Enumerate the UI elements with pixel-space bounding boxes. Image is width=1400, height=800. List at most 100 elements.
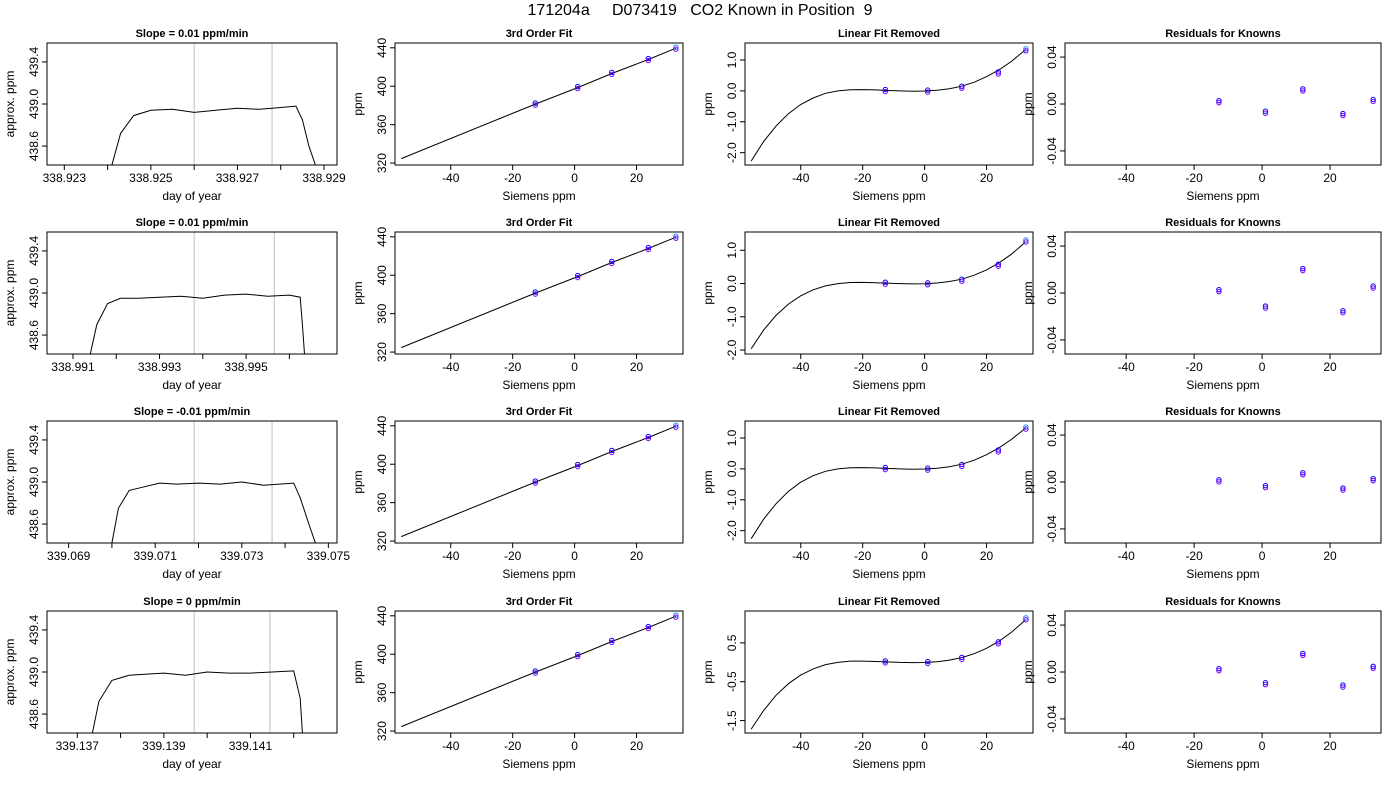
plot-frame [744, 420, 1034, 544]
chart-title: Slope = 0 ppm/min [143, 596, 241, 608]
x-axis-label: Siemens ppm [502, 757, 575, 771]
x-tick-label: 338.993 [138, 360, 182, 374]
data-point [645, 433, 652, 440]
data-point [1023, 615, 1029, 621]
data-point [1023, 426, 1029, 432]
y-tick-label: 439.0 [27, 278, 41, 308]
x-tick-label: -20 [504, 171, 522, 185]
data-point [925, 282, 931, 288]
y-tick-label: -0.5 [725, 671, 739, 692]
y-tick-label: 0.00 [1045, 281, 1059, 305]
y-tick-label: 0.00 [1045, 92, 1059, 116]
x-tick-label: -40 [1117, 739, 1135, 753]
data-point [532, 478, 538, 484]
x-tick-label: -20 [504, 360, 522, 374]
x-axis-label: Siemens ppm [852, 757, 925, 771]
y-tick-label: 320 [375, 721, 389, 741]
y-tick-label: -0.04 [1045, 137, 1059, 165]
data-point [1262, 482, 1269, 489]
chart-panel-3: Linear Fit Removed -40 -20 0 20 -2.0 -1.0 0.0 1.… [701, 28, 1034, 203]
x-tick-label: 338.929 [302, 171, 346, 185]
x-axis-label: day of year [162, 757, 221, 771]
x-axis-label: Siemens ppm [1186, 378, 1259, 392]
data-point [673, 614, 679, 620]
x-axis-label: Siemens ppm [852, 189, 925, 203]
y-axis-label: ppm [701, 470, 715, 493]
series-line [401, 47, 677, 160]
y-tick-label: 320 [375, 342, 389, 362]
x-tick-label: -40 [1117, 549, 1135, 563]
x-tick-label: -40 [792, 171, 810, 185]
y-tick-label: 439.4 [27, 47, 41, 77]
data-point [1370, 285, 1376, 291]
series-line [401, 425, 677, 538]
y-axis-label: ppm [1021, 281, 1035, 304]
data-point [1216, 479, 1222, 485]
x-tick-label: 20 [630, 549, 644, 563]
y-tick-label: 360 [375, 114, 389, 134]
data-point [1023, 617, 1029, 623]
plot-frame [744, 231, 1034, 355]
data-point [673, 612, 679, 618]
y-axis-label: ppm [351, 660, 365, 683]
y-tick-label: 438.6 [27, 699, 41, 729]
x-tick-label: 20 [1323, 171, 1337, 185]
chart-panel-11: Linear Fit Removed -40 -20 0 20 -2.0 -1.0 0.0 1.… [701, 406, 1034, 581]
x-tick-label: 0 [571, 549, 578, 563]
data-point [575, 272, 581, 279]
data-point [959, 276, 965, 282]
x-tick-label: 338.995 [224, 360, 268, 374]
data-point [645, 57, 652, 64]
y-tick-label: 0.04 [1045, 45, 1059, 69]
x-axis-label: Siemens ppm [1186, 567, 1259, 581]
data-point [995, 641, 1002, 647]
chart-title: Linear Fit Removed [838, 28, 940, 40]
data-point [673, 235, 679, 241]
data-point [1340, 684, 1346, 690]
x-tick-label: -40 [442, 739, 460, 753]
x-tick-label: 339.073 [220, 549, 264, 563]
x-tick-label: 338.991 [51, 360, 95, 374]
y-tick-label: -0.04 [1045, 705, 1059, 733]
plot-frame [394, 42, 684, 166]
data-point [609, 447, 615, 454]
data-point [1023, 239, 1029, 245]
data-point [1370, 477, 1376, 484]
series-line [750, 241, 1027, 349]
data-point [1300, 86, 1306, 92]
data-point [645, 625, 652, 632]
x-tick-label: -20 [854, 360, 872, 374]
data-point [995, 639, 1002, 645]
data-point [645, 244, 652, 251]
y-tick-label: 440 [375, 37, 389, 57]
y-axis-label: ppm [701, 92, 715, 115]
y-axis-label: approx. ppm [3, 639, 17, 706]
data-point [1340, 487, 1346, 493]
x-tick-label: 0 [921, 549, 928, 563]
x-tick-label: -20 [1185, 360, 1203, 374]
data-point [609, 449, 615, 456]
data-point [995, 263, 1002, 269]
y-axis-label: approx. ppm [3, 71, 17, 138]
data-point [609, 69, 615, 76]
x-axis-label: day of year [162, 567, 221, 581]
data-point [882, 88, 888, 95]
series-line [750, 427, 1027, 539]
data-point [925, 658, 931, 665]
x-tick-label: -40 [792, 360, 810, 374]
data-point [959, 278, 965, 284]
data-point [1340, 110, 1346, 117]
x-tick-label: 20 [630, 360, 644, 374]
y-tick-label: 440 [375, 415, 389, 435]
x-tick-label: -20 [504, 549, 522, 563]
y-tick-label: 360 [375, 303, 389, 323]
data-point [1216, 286, 1222, 293]
x-tick-label: -20 [854, 739, 872, 753]
data-point [1023, 46, 1029, 52]
data-point [882, 466, 888, 473]
chart-title: 3rd Order Fit [506, 217, 573, 229]
x-tick-label: 20 [980, 549, 994, 563]
y-axis-label: ppm [701, 660, 715, 683]
x-tick-label: 20 [980, 171, 994, 185]
